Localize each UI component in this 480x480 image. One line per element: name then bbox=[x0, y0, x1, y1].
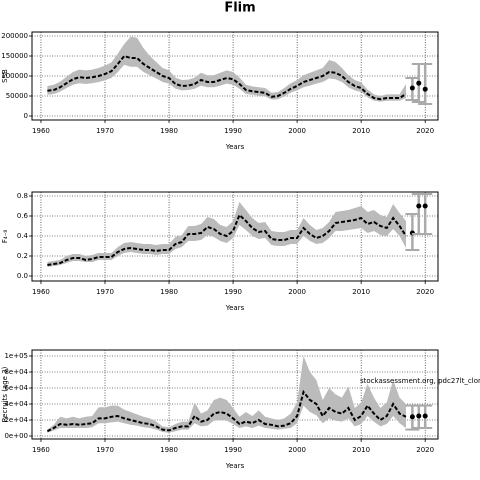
x-tick-label: 2010 bbox=[352, 288, 370, 296]
x-tick-label: 2000 bbox=[288, 446, 306, 454]
x-tick-label: 1990 bbox=[224, 288, 242, 296]
x-tick-label: 1970 bbox=[96, 127, 114, 135]
x-axis-label: Years bbox=[225, 304, 245, 312]
y-tick-label: 0.6 bbox=[17, 212, 29, 220]
x-tick-label: 2000 bbox=[288, 288, 306, 296]
forecast-point bbox=[416, 203, 422, 209]
plot-frame bbox=[31, 349, 439, 440]
y-tick-label: 0.0 bbox=[17, 272, 28, 280]
plot-frame bbox=[31, 31, 439, 121]
y-tick-label: 8e+04 bbox=[4, 368, 28, 376]
y-tick-label: 200000 bbox=[1, 32, 28, 40]
y-tick-label: 150000 bbox=[1, 52, 28, 60]
y-tick-label: 100000 bbox=[1, 72, 28, 80]
x-tick-label: 1970 bbox=[96, 446, 114, 454]
y-axis-label: Recruits (age 3) bbox=[1, 366, 9, 422]
x-tick-label: 1960 bbox=[32, 288, 50, 296]
x-tick-label: 1990 bbox=[224, 446, 242, 454]
forecast-point bbox=[416, 80, 422, 86]
confidence-band bbox=[47, 202, 406, 267]
x-tick-label: 2010 bbox=[352, 127, 370, 135]
y-axis-label: F₄₋₈ bbox=[1, 230, 9, 244]
x-tick-label: 1980 bbox=[160, 127, 178, 135]
x-axis-label: Years bbox=[225, 143, 245, 151]
y-tick-label: 0e+00 bbox=[4, 432, 28, 440]
forecast-point bbox=[422, 203, 428, 209]
y-tick-label: 6e+04 bbox=[4, 384, 28, 392]
x-tick-label: 1990 bbox=[224, 127, 242, 135]
y-tick-label: 4e+04 bbox=[4, 400, 28, 408]
y-tick-label: 2e+04 bbox=[4, 416, 28, 424]
chart-title: Flim bbox=[224, 1, 255, 16]
y-tick-label: 1e+05 bbox=[4, 352, 28, 360]
y-tick-label: 0 bbox=[24, 112, 28, 120]
y-axis-label: SSB bbox=[1, 69, 9, 83]
annotation: stockassessment.org, pdc27lt_clone, r101… bbox=[360, 377, 480, 385]
forecast-point bbox=[422, 86, 428, 92]
x-tick-label: 2020 bbox=[416, 288, 434, 296]
estimate-line bbox=[47, 54, 407, 101]
confidence-band bbox=[47, 36, 406, 102]
forecast-point bbox=[416, 413, 422, 419]
x-tick-label: 2000 bbox=[288, 127, 306, 135]
forecast-point bbox=[422, 413, 428, 419]
x-tick-label: 1980 bbox=[160, 288, 178, 296]
estimate-line bbox=[46, 389, 407, 433]
y-tick-label: 0.2 bbox=[17, 252, 28, 260]
confidence-band bbox=[47, 356, 406, 433]
x-tick-label: 2010 bbox=[352, 446, 370, 454]
x-tick-label: 2020 bbox=[416, 446, 434, 454]
x-tick-label: 1980 bbox=[160, 446, 178, 454]
x-tick-label: 2020 bbox=[416, 127, 434, 135]
x-tick-label: 1960 bbox=[32, 446, 50, 454]
estimate-line bbox=[47, 213, 407, 266]
forecast-point bbox=[409, 414, 415, 420]
forecast-point bbox=[409, 85, 415, 91]
plot-frame bbox=[31, 191, 439, 282]
y-tick-label: 0.4 bbox=[17, 232, 29, 240]
x-axis-label: Years bbox=[225, 462, 245, 470]
x-tick-label: 1970 bbox=[96, 288, 114, 296]
x-tick-label: 1960 bbox=[32, 127, 50, 135]
y-tick-label: 50000 bbox=[6, 92, 28, 100]
y-tick-label: 0.8 bbox=[17, 192, 28, 200]
